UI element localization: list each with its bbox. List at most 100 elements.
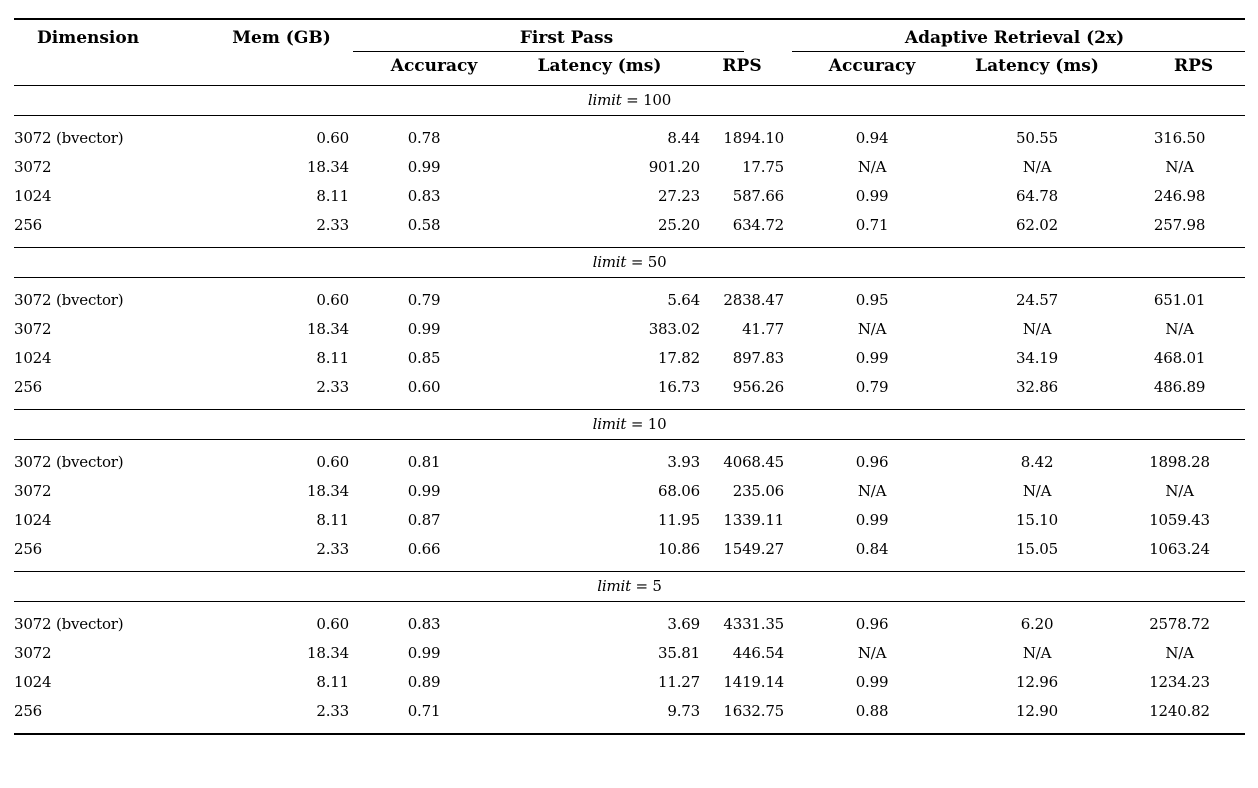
cell-ar-rps: 246.98 bbox=[1153, 187, 1206, 205]
cell-ar-latency-ms: 15.10 bbox=[1016, 511, 1058, 529]
cell-ar-latency-ms: 6.20 bbox=[1020, 615, 1054, 633]
cell-ar-latency-ms: 64.78 bbox=[1016, 187, 1058, 205]
cell-fp-accuracy: 0.99 bbox=[407, 644, 441, 662]
cell-fp-accuracy: 0.81 bbox=[407, 453, 441, 471]
table-row: 3072 (bvector) 0.60 0.81 3.93 4068.45 0.96 8.4… bbox=[14, 440, 1245, 478]
cell-dimension: 1024 bbox=[14, 673, 52, 691]
cell-dimension: 3072 bbox=[14, 644, 52, 662]
cell-ar-latency-ms: 12.90 bbox=[1016, 702, 1058, 720]
section-label: limit = 100 bbox=[14, 85, 1246, 116]
cell-dimension: 3072 bbox=[14, 482, 52, 500]
cell-ar-accuracy: N/A bbox=[857, 482, 887, 500]
cell-ar-rps: 1059.43 bbox=[1149, 511, 1210, 529]
cell-mem-gb: 2.33 bbox=[316, 702, 349, 720]
table-row: 3072 18.34 0.99 35.81 446.54 N/A N/A N/A bbox=[14, 639, 1245, 668]
section-label: limit = 5 bbox=[14, 571, 1246, 602]
cell-ar-accuracy: 0.96 bbox=[855, 615, 889, 633]
cell-dimension: 1024 bbox=[14, 187, 52, 205]
cell-ar-rps: 257.98 bbox=[1153, 216, 1206, 234]
section-label-row: limit = 10 bbox=[14, 409, 1246, 440]
cell-fp-accuracy: 0.83 bbox=[407, 187, 441, 205]
cell-ar-rps: 2578.72 bbox=[1149, 615, 1210, 633]
cell-fp-rps: 1339.11 bbox=[723, 511, 785, 529]
cell-ar-accuracy: N/A bbox=[857, 320, 887, 338]
cell-ar-latency-ms: N/A bbox=[1022, 644, 1052, 662]
benchmark-results-table: Dimension Mem (GB) First Pass Adaptive R… bbox=[14, 18, 1246, 735]
section-label-row: limit = 5 bbox=[14, 571, 1246, 602]
cell-ar-accuracy: 0.94 bbox=[855, 129, 889, 147]
cell-ar-latency-ms: 62.02 bbox=[1016, 216, 1058, 234]
cell-fp-rps: 1894.10 bbox=[723, 129, 785, 147]
cell-ar-rps: 651.01 bbox=[1153, 291, 1206, 309]
table-row: 1024 8.11 0.83 27.23 587.66 0.99 64.78 246.98 bbox=[14, 182, 1245, 211]
table-row: 256 2.33 0.58 25.20 634.72 0.71 62.02 257.98 bbox=[14, 211, 1245, 248]
cell-dimension: 3072 (bvector) bbox=[14, 291, 124, 309]
column-header-ar-latency: Latency (ms) bbox=[975, 56, 1099, 76]
section-label: limit = 50 bbox=[14, 247, 1246, 278]
cell-ar-accuracy: N/A bbox=[857, 158, 887, 176]
cell-fp-latency-ms: 17.82 bbox=[658, 349, 700, 367]
section-label-variable: limit bbox=[592, 253, 627, 271]
cell-dimension: 3072 bbox=[14, 158, 52, 176]
cell-ar-latency-ms: 34.19 bbox=[1016, 349, 1058, 367]
cell-fp-rps: 587.66 bbox=[732, 187, 785, 205]
cell-ar-latency-ms: 15.05 bbox=[1016, 540, 1058, 558]
cell-mem-gb: 2.33 bbox=[316, 378, 349, 396]
cell-ar-latency-ms: 32.86 bbox=[1016, 378, 1058, 396]
cell-fp-latency-ms: 11.27 bbox=[658, 673, 700, 691]
cell-fp-latency-ms: 11.95 bbox=[658, 511, 700, 529]
cell-fp-latency-ms: 901.20 bbox=[648, 158, 700, 176]
group-header-adaptive-retrieval: Adaptive Retrieval (2x) bbox=[784, 19, 1246, 52]
cell-ar-accuracy: 0.99 bbox=[855, 511, 889, 529]
section-limit-5: limit = 5 3072 (bvector) 0.60 0.83 3.69 4331.… bbox=[14, 571, 1246, 735]
cell-fp-rps: 2838.47 bbox=[723, 291, 785, 309]
section-limit-50: limit = 50 3072 (bvector) 0.60 0.79 5.64 2838… bbox=[14, 247, 1246, 410]
table-header: Dimension Mem (GB) First Pass Adaptive R… bbox=[14, 19, 1246, 86]
cell-fp-accuracy: 0.89 bbox=[407, 673, 441, 691]
cell-fp-rps: 17.75 bbox=[742, 158, 785, 176]
section-limit-10: limit = 10 3072 (bvector) 0.60 0.81 3.93 4068… bbox=[14, 409, 1246, 572]
cell-fp-latency-ms: 5.64 bbox=[667, 291, 700, 309]
cell-mem-gb: 0.60 bbox=[316, 453, 349, 471]
table-row: 3072 18.34 0.99 383.02 41.77 N/A N/A N/A bbox=[14, 315, 1245, 344]
column-header-mem: Mem (GB) bbox=[232, 28, 331, 48]
cell-fp-rps: 4331.35 bbox=[723, 615, 785, 633]
cell-ar-rps: 316.50 bbox=[1153, 129, 1206, 147]
cell-dimension: 3072 (bvector) bbox=[14, 615, 124, 633]
column-header-fp-accuracy: Accuracy bbox=[390, 56, 478, 76]
cell-fp-accuracy: 0.60 bbox=[407, 378, 441, 396]
cell-fp-accuracy: 0.85 bbox=[407, 349, 441, 367]
cell-fp-rps: 446.54 bbox=[732, 644, 785, 662]
cell-fp-rps: 1632.75 bbox=[723, 702, 785, 720]
cell-ar-rps: 1898.28 bbox=[1149, 453, 1210, 471]
cell-mem-gb: 8.11 bbox=[316, 349, 349, 367]
section-label: limit = 10 bbox=[14, 409, 1246, 440]
cell-ar-latency-ms: 8.42 bbox=[1020, 453, 1054, 471]
cell-mem-gb: 2.33 bbox=[316, 216, 349, 234]
cell-fp-accuracy: 0.58 bbox=[407, 216, 441, 234]
cell-ar-accuracy: 0.95 bbox=[855, 291, 889, 309]
table-row: 3072 (bvector) 0.60 0.79 5.64 2838.47 0.95 24.… bbox=[14, 278, 1245, 316]
cell-mem-gb: 18.34 bbox=[307, 482, 349, 500]
cell-fp-latency-ms: 16.73 bbox=[658, 378, 700, 396]
table-row: 3072 (bvector) 0.60 0.83 3.69 4331.35 0.96 6.2… bbox=[14, 602, 1245, 640]
cell-mem-gb: 0.60 bbox=[316, 291, 349, 309]
cell-ar-rps: N/A bbox=[1165, 482, 1194, 500]
cell-fp-accuracy: 0.83 bbox=[407, 615, 441, 633]
table-row: 256 2.33 0.66 10.86 1549.27 0.84 15.05 1063.24 bbox=[14, 535, 1245, 572]
cell-fp-rps: 956.26 bbox=[732, 378, 785, 396]
cell-ar-latency-ms: N/A bbox=[1022, 482, 1052, 500]
cell-ar-latency-ms: 12.96 bbox=[1016, 673, 1058, 691]
cell-fp-accuracy: 0.78 bbox=[407, 129, 441, 147]
column-header-ar-accuracy: Accuracy bbox=[828, 56, 916, 76]
cell-fp-latency-ms: 25.20 bbox=[658, 216, 700, 234]
cell-dimension: 3072 (bvector) bbox=[14, 453, 124, 471]
cell-fp-rps: 41.77 bbox=[742, 320, 785, 338]
cell-mem-gb: 8.11 bbox=[316, 187, 349, 205]
cell-dimension: 1024 bbox=[14, 349, 52, 367]
cell-ar-rps: N/A bbox=[1165, 320, 1194, 338]
cell-mem-gb: 18.34 bbox=[307, 644, 349, 662]
cell-ar-rps: N/A bbox=[1165, 158, 1194, 176]
cell-fp-rps: 897.83 bbox=[732, 349, 785, 367]
table-row: 1024 8.11 0.85 17.82 897.83 0.99 34.19 468.01 bbox=[14, 344, 1245, 373]
